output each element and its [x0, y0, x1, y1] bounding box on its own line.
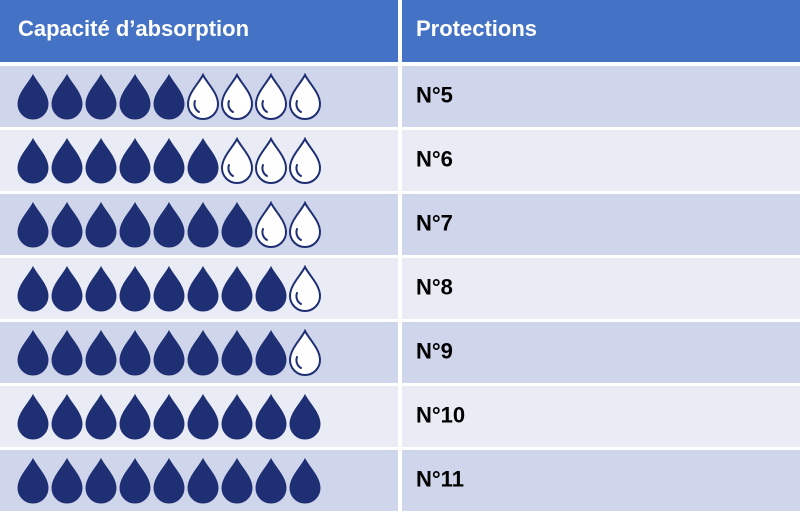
drop-filled: [85, 457, 117, 504]
row-cell: [402, 322, 800, 383]
drop-filled: [51, 201, 83, 248]
drop-highlight: [295, 164, 302, 177]
drop-filled: [51, 265, 83, 312]
drop-filled: [85, 265, 117, 312]
row-cell: [402, 130, 800, 191]
drop-filled: [221, 201, 253, 248]
drop-filled: [221, 393, 253, 440]
header-text: Protections: [416, 16, 537, 41]
drop-filled: [187, 393, 219, 440]
drop-highlight: [261, 100, 268, 113]
drop-filled: [17, 137, 49, 184]
drop-filled: [17, 329, 49, 376]
drop-filled: [187, 329, 219, 376]
drop-filled: [119, 265, 151, 312]
drop-filled: [221, 265, 253, 312]
drop-filled: [153, 137, 185, 184]
drop-filled: [255, 393, 287, 440]
drop-highlight: [261, 164, 268, 177]
drop-highlight: [227, 164, 234, 177]
drop-filled: [85, 393, 117, 440]
drop-filled: [51, 137, 83, 184]
drop-highlight: [295, 356, 302, 369]
drop-filled: [289, 393, 321, 440]
drop-filled: [255, 265, 287, 312]
drop-filled: [119, 329, 151, 376]
row-cell: [402, 450, 800, 511]
drop-highlight: [295, 228, 302, 241]
drop-filled: [17, 73, 49, 120]
drop-filled: [187, 137, 219, 184]
drop-filled: [153, 457, 185, 504]
protection-label: N°7: [416, 210, 453, 235]
drop-highlight: [295, 100, 302, 113]
drop-filled: [153, 329, 185, 376]
drop-filled: [153, 265, 185, 312]
drop-highlight: [295, 292, 302, 305]
drop-filled: [51, 329, 83, 376]
drop-filled: [153, 73, 185, 120]
drop-filled: [187, 201, 219, 248]
drop-filled: [17, 201, 49, 248]
drop-filled: [153, 393, 185, 440]
protection-label: N°10: [416, 402, 465, 427]
drop-filled: [187, 265, 219, 312]
protection-label: N°6: [416, 146, 453, 171]
drop-filled: [153, 201, 185, 248]
drop-filled: [119, 73, 151, 120]
protection-label: N°9: [416, 338, 453, 363]
header-text: Capacité d’absorption: [18, 16, 249, 41]
drop-filled: [85, 329, 117, 376]
drop-filled: [221, 457, 253, 504]
drop-filled: [51, 73, 83, 120]
header-cell: [402, 0, 800, 62]
drop-highlight: [193, 100, 200, 113]
protection-label: N°5: [416, 82, 453, 107]
drop-filled: [255, 329, 287, 376]
drop-highlight: [227, 100, 234, 113]
drop-filled: [17, 265, 49, 312]
drop-filled: [221, 329, 253, 376]
drop-filled: [85, 137, 117, 184]
drop-filled: [289, 457, 321, 504]
drop-filled: [187, 457, 219, 504]
drop-filled: [119, 201, 151, 248]
drop-highlight: [261, 228, 268, 241]
row-cell: [402, 386, 800, 447]
protection-label: N°8: [416, 274, 453, 299]
row-cell: [402, 66, 800, 127]
drop-filled: [85, 73, 117, 120]
header-cell: [0, 0, 398, 62]
drop-filled: [17, 393, 49, 440]
row-cell: [402, 194, 800, 255]
drop-filled: [119, 393, 151, 440]
drop-filled: [119, 137, 151, 184]
drop-filled: [51, 393, 83, 440]
row-cell: [402, 258, 800, 319]
drop-filled: [51, 457, 83, 504]
drop-filled: [255, 457, 287, 504]
protection-label: N°11: [416, 466, 464, 491]
drop-filled: [85, 201, 117, 248]
drop-filled: [119, 457, 151, 504]
drop-filled: [17, 457, 49, 504]
